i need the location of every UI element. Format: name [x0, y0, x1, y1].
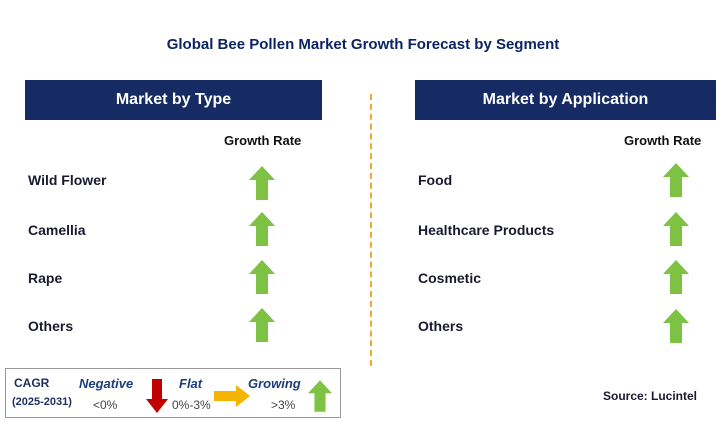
negative-arrow-icon: [146, 379, 168, 413]
legend-flat-label: Flat: [179, 376, 203, 391]
legend-flat-value: 0%-3%: [172, 398, 211, 412]
growing-arrow-icon: [663, 309, 689, 343]
growing-arrow-icon: [249, 260, 275, 294]
growing-arrow-icon: [663, 212, 689, 246]
application-label-cosmetic: Cosmetic: [418, 270, 482, 286]
source-label: Source: Lucintel: [603, 389, 698, 403]
growing-arrow-icon: [249, 308, 275, 342]
application-label-food: Food: [418, 172, 453, 188]
growing-arrow-icon: [249, 166, 275, 200]
cagr-legend: CAGR (2025-2031) Negative <0% Flat 0%-3%…: [5, 368, 341, 418]
flat-arrow-icon: [214, 385, 250, 407]
legend-growing-label: Growing: [248, 376, 301, 391]
market-by-type-header: Market by Type: [25, 80, 322, 120]
type-label-others: Others: [28, 318, 74, 334]
chart-title: Global Bee Pollen Market Growth Forecast…: [166, 36, 560, 53]
growing-arrow-icon: [308, 380, 332, 412]
application-label-healthcare-products: Healthcare Products: [418, 222, 555, 238]
legend-negative-value: <0%: [93, 398, 118, 412]
growth-rate-label-left: Growth Rate: [224, 133, 302, 148]
growing-arrow-icon: [249, 212, 275, 246]
panel-divider: [370, 94, 372, 366]
growth-rate-label-right: Growth Rate: [624, 133, 702, 148]
legend-negative-label: Negative: [79, 376, 134, 391]
legend-cagr-label: CAGR: [14, 376, 50, 390]
type-label-camellia: Camellia: [28, 222, 86, 238]
application-label-others: Others: [418, 318, 464, 334]
legend-period-label: (2025-2031): [12, 396, 72, 408]
type-label-wild-flower: Wild Flower: [28, 172, 107, 188]
growing-arrow-icon: [663, 163, 689, 197]
legend-growing-value: >3%: [271, 398, 296, 412]
growing-arrow-icon: [663, 260, 689, 294]
type-label-rape: Rape: [28, 270, 63, 286]
market-by-application-header: Market by Application: [415, 80, 716, 120]
